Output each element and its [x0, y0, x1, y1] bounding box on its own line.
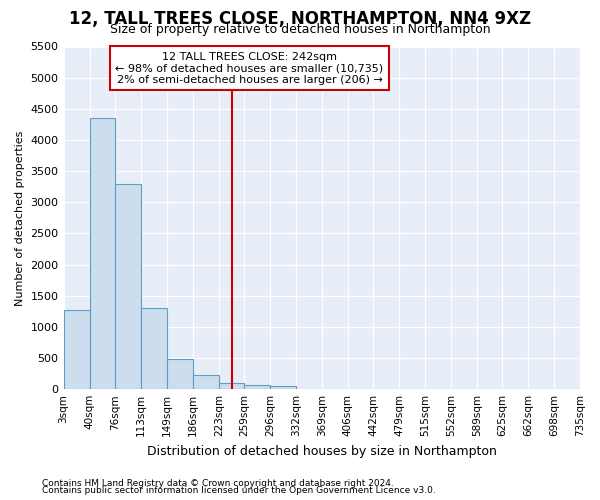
Text: Size of property relative to detached houses in Northampton: Size of property relative to detached ho… — [110, 22, 490, 36]
Text: 12, TALL TREES CLOSE, NORTHAMPTON, NN4 9XZ: 12, TALL TREES CLOSE, NORTHAMPTON, NN4 9… — [69, 10, 531, 28]
Bar — [270, 386, 296, 389]
Bar — [167, 360, 193, 389]
Bar — [115, 184, 141, 389]
Bar — [193, 375, 219, 389]
Text: Contains public sector information licensed under the Open Government Licence v3: Contains public sector information licen… — [42, 486, 436, 495]
Text: Contains HM Land Registry data © Crown copyright and database right 2024.: Contains HM Land Registry data © Crown c… — [42, 478, 394, 488]
X-axis label: Distribution of detached houses by size in Northampton: Distribution of detached houses by size … — [147, 444, 497, 458]
Bar — [64, 310, 89, 389]
Bar — [89, 118, 115, 389]
Bar — [141, 308, 167, 389]
Y-axis label: Number of detached properties: Number of detached properties — [15, 130, 25, 306]
Text: 12 TALL TREES CLOSE: 242sqm
← 98% of detached houses are smaller (10,735)
2% of : 12 TALL TREES CLOSE: 242sqm ← 98% of det… — [115, 52, 383, 85]
Bar — [244, 384, 270, 389]
Bar — [219, 383, 244, 389]
